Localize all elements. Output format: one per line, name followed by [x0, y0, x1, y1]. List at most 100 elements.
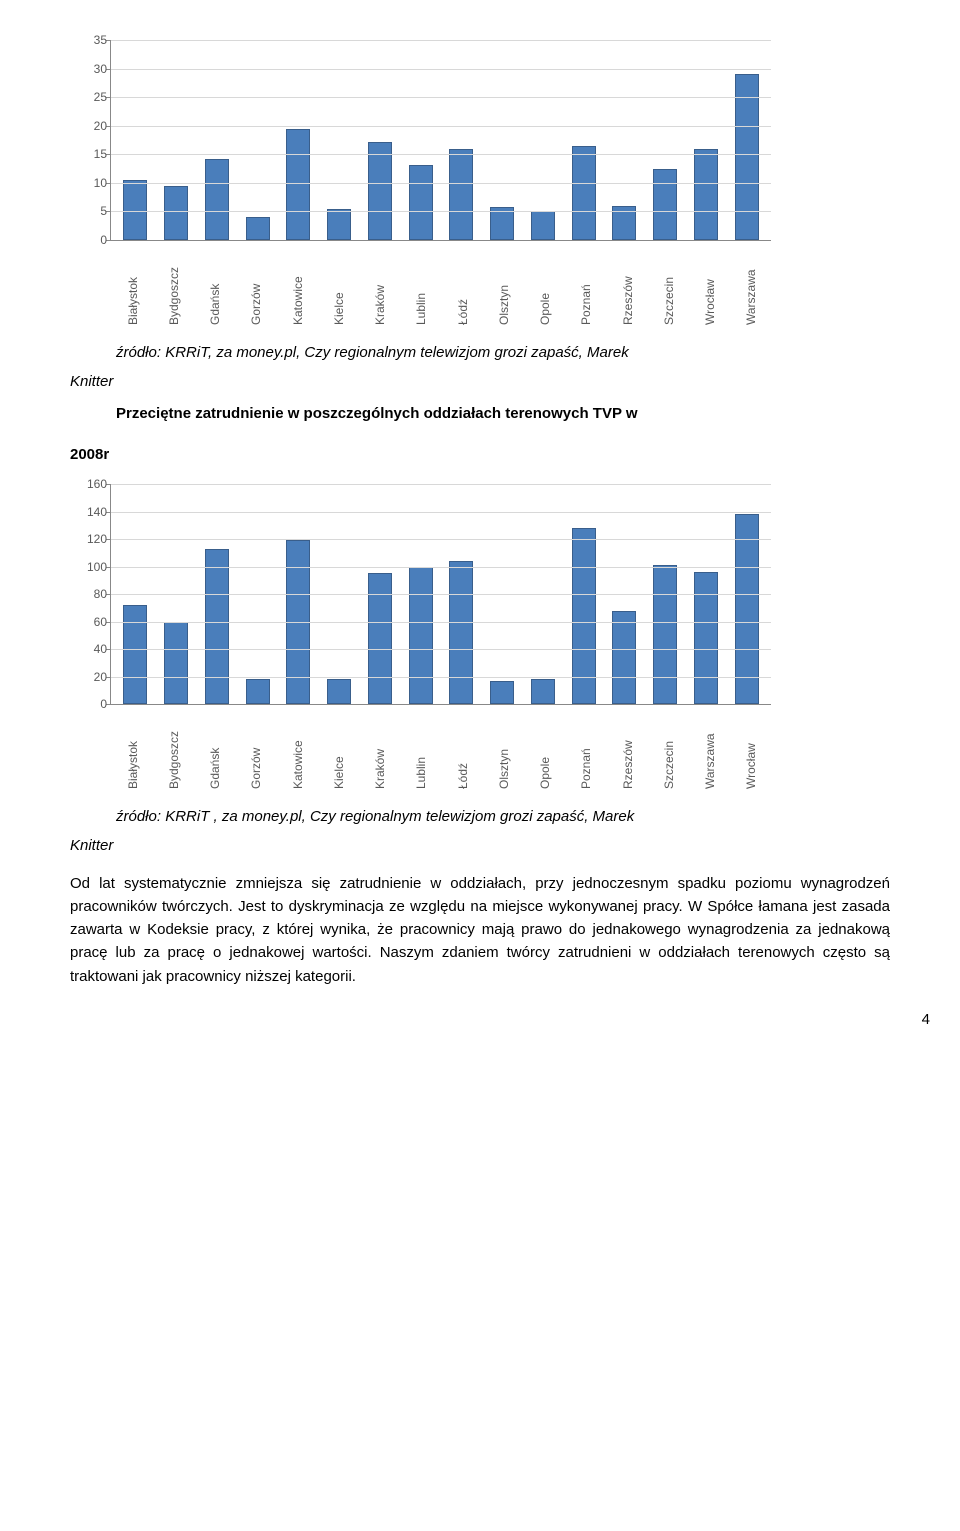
caption-1-block: źródło: KRRiT, za money.pl, Czy regional…	[70, 341, 890, 394]
bar	[327, 679, 351, 704]
y-axis-label: 15	[77, 147, 107, 161]
chart-1-plot: 05101520253035	[110, 40, 771, 241]
bar	[694, 572, 718, 704]
caption-2-block: źródło: KRRiT , za money.pl, Czy regiona…	[70, 805, 890, 858]
bar	[572, 146, 596, 240]
y-axis-label: 25	[77, 90, 107, 104]
x-axis-label: Kraków	[373, 247, 391, 325]
y-axis-label: 5	[77, 204, 107, 218]
bar	[246, 217, 270, 240]
heading-line2: 2008r	[70, 443, 890, 466]
page-number: 4	[922, 1011, 930, 1028]
gridline	[111, 97, 771, 98]
x-axis-label: Białystok	[126, 711, 144, 789]
x-axis-label: Lublin	[414, 711, 432, 789]
x-axis-label: Olsztyn	[497, 711, 515, 789]
x-axis-label: Poznań	[579, 711, 597, 789]
x-axis-label: Warszawa	[744, 247, 762, 325]
x-axis-label: Szczecin	[662, 247, 680, 325]
bar	[531, 679, 555, 704]
x-axis-label: Katowice	[291, 711, 309, 789]
body-paragraph: Od lat systematycznie zmniejsza się zatr…	[70, 872, 890, 988]
y-axis-label: 160	[77, 477, 107, 491]
y-axis-label: 20	[77, 670, 107, 684]
x-axis-label: Gdańsk	[208, 711, 226, 789]
y-axis-label: 20	[77, 119, 107, 133]
x-axis-label: Olsztyn	[497, 247, 515, 325]
bar	[449, 149, 473, 240]
y-axis-label: 120	[77, 532, 107, 546]
bar	[653, 565, 677, 704]
bar	[653, 169, 677, 240]
bar	[123, 605, 147, 704]
bar	[612, 611, 636, 705]
gridline	[111, 649, 771, 650]
x-axis-label: Gdańsk	[208, 247, 226, 325]
chart-1-bars	[111, 40, 771, 240]
y-axis-label: 35	[77, 33, 107, 47]
y-axis-label: 100	[77, 560, 107, 574]
x-axis-label: Bydgoszcz	[167, 247, 185, 325]
bar	[123, 180, 147, 240]
caption-2-line1: źródło: KRRiT , za money.pl, Czy regiona…	[70, 805, 890, 828]
y-axis-label: 140	[77, 505, 107, 519]
gridline	[111, 211, 771, 212]
y-axis-label: 60	[77, 615, 107, 629]
x-axis-label: Rzeszów	[621, 711, 639, 789]
bar	[531, 211, 555, 240]
bar	[368, 573, 392, 704]
chart-1: 05101520253035 Białystok Bydgoszcz Gdańsk G…	[110, 40, 890, 325]
gridline	[111, 69, 771, 70]
y-axis-label: 0	[77, 233, 107, 247]
bar	[409, 165, 433, 240]
bar	[490, 681, 514, 704]
x-axis-label: Katowice	[291, 247, 309, 325]
gridline	[111, 567, 771, 568]
bar	[694, 149, 718, 240]
x-axis-label: Poznań	[579, 247, 597, 325]
gridline	[111, 154, 771, 155]
bar	[409, 567, 433, 705]
gridline	[111, 40, 771, 41]
x-axis-label: Gorzów	[249, 247, 267, 325]
bar	[205, 549, 229, 704]
bar	[449, 561, 473, 704]
bar	[735, 74, 759, 240]
x-axis-label: Szczecin	[662, 711, 680, 789]
bar	[205, 159, 229, 240]
bar	[286, 129, 310, 240]
gridline	[111, 622, 771, 623]
bar	[164, 186, 188, 240]
x-axis-label: Bydgoszcz	[167, 711, 185, 789]
y-axis-label: 30	[77, 62, 107, 76]
chart-1-xcats: Białystok Bydgoszcz Gdańsk Gorzów Katowice Ki…	[110, 247, 778, 325]
chart-2-plot: 020406080100120140160	[110, 484, 771, 705]
gridline	[111, 594, 771, 595]
heading-line1: Przeciętne zatrudnienie w poszczególnych…	[70, 402, 890, 425]
bar	[246, 679, 270, 704]
caption-1-line2: Knitter	[70, 370, 890, 393]
x-axis-label: Kraków	[373, 711, 391, 789]
y-axis-label: 80	[77, 587, 107, 601]
x-axis-label: Kielce	[332, 711, 350, 789]
x-axis-label: Kielce	[332, 247, 350, 325]
x-axis-label: Gorzów	[249, 711, 267, 789]
x-axis-label: Białystok	[126, 247, 144, 325]
y-axis-label: 10	[77, 176, 107, 190]
gridline	[111, 539, 771, 540]
x-axis-label: Opole	[538, 711, 556, 789]
page-container: 05101520253035 BiałystokBydgoszczGdańskG…	[0, 0, 960, 1048]
x-axis-label: Warszawa	[703, 711, 721, 789]
gridline	[111, 183, 771, 184]
y-axis-label: 0	[77, 697, 107, 711]
bar	[368, 142, 392, 240]
x-axis-label: Wrocław	[703, 247, 721, 325]
x-axis-label: Wrocław	[744, 711, 762, 789]
gridline	[111, 512, 771, 513]
gridline	[111, 126, 771, 127]
caption-2-line2: Knitter	[70, 834, 890, 857]
x-axis-label: Łódź	[456, 711, 474, 789]
y-axis-label: 40	[77, 642, 107, 656]
x-axis-label: Lublin	[414, 247, 432, 325]
chart-2-xcats: Białystok Bydgoszcz Gdańsk Gorzów Katowice Ki…	[110, 711, 778, 789]
